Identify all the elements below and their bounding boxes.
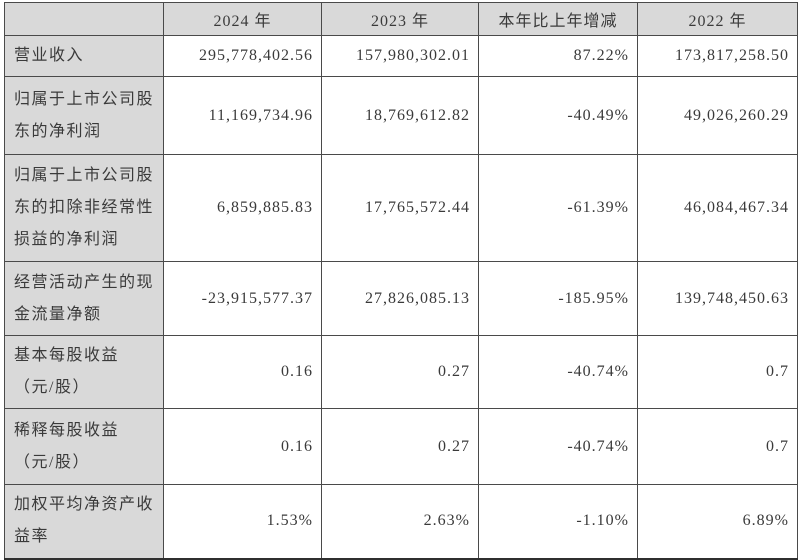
table-row-net-profit-excl-nonrecurring: 归属于上市公司股东的扣除非经常性损益的净利润 6,859,885.83 17,7… [4,154,798,262]
table-cell: -61.39% [478,154,638,262]
row-label-cell: 归属于上市公司股东的净利润 [4,76,164,155]
row-label-cell: 基本每股收益（元/股） [4,335,164,409]
table-cell: 0.16 [163,335,322,409]
table-cell: 157,980,302.01 [321,35,479,77]
header-cell-empty [4,2,164,36]
table-cell: 27,826,085.13 [321,261,479,336]
table-cell: 49,026,260.29 [637,76,798,155]
table-cell: 6,859,885.83 [163,154,322,262]
table-cell: 11,169,734.96 [163,76,322,155]
table-row-basic-eps: 基本每股收益（元/股） 0.16 0.27 -40.74% 0.7 [4,335,798,409]
table-cell: 173,817,258.50 [637,35,798,77]
header-cell-2023: 2023 年 [321,2,479,36]
table-cell: -40.49% [478,76,638,155]
row-label-cell: 经营活动产生的现金流量净额 [4,261,164,336]
table-cell: 18,769,612.82 [321,76,479,155]
table-cell: 6.89% [637,484,798,559]
header-cell-yoy-change: 本年比上年增减 [478,2,638,36]
table-row-revenue: 营业收入 295,778,402.56 157,980,302.01 87.22… [4,35,798,77]
table-row-weighted-avg-roe: 加权平均净资产收益率 1.53% 2.63% -1.10% 6.89% [4,484,798,559]
table-cell: 2.63% [321,484,479,559]
header-row: 2024 年 2023 年 本年比上年增减 2022 年 [4,2,798,36]
table-cell: 139,748,450.63 [637,261,798,336]
row-label-cell: 加权平均净资产收益率 [4,484,164,559]
table-cell: 0.7 [637,408,798,485]
table-cell: -40.74% [478,335,638,409]
row-label-cell: 归属于上市公司股东的扣除非经常性损益的净利润 [4,154,164,262]
table-cell: 17,765,572.44 [321,154,479,262]
table-row-diluted-eps: 稀释每股收益（元/股） 0.16 0.27 -40.74% 0.7 [4,408,798,485]
table-cell: -23,915,577.37 [163,261,322,336]
table-cell: -185.95% [478,261,638,336]
financial-summary-table: 2024 年 2023 年 本年比上年增减 2022 年 营业收入 295,77… [4,2,798,560]
table-cell: 1.53% [163,484,322,559]
table-cell: -1.10% [478,484,638,559]
row-label-cell: 稀释每股收益（元/股） [4,408,164,485]
table-cell: 87.22% [478,35,638,77]
table-cell: 0.7 [637,335,798,409]
row-label-cell: 营业收入 [4,35,164,77]
table-cell: 46,084,467.34 [637,154,798,262]
table-cell: 0.27 [321,408,479,485]
table-row-operating-cash-flow: 经营活动产生的现金流量净额 -23,915,577.37 27,826,085.… [4,261,798,336]
header-cell-2024: 2024 年 [163,2,322,36]
table-row-net-profit: 归属于上市公司股东的净利润 11,169,734.96 18,769,612.8… [4,76,798,155]
table-cell: 0.27 [321,335,479,409]
header-cell-2022: 2022 年 [637,2,798,36]
table-cell: -40.74% [478,408,638,485]
table-cell: 0.16 [163,408,322,485]
financial-summary-table-container: 2024 年 2023 年 本年比上年增减 2022 年 营业收入 295,77… [4,2,798,560]
table-cell: 295,778,402.56 [163,35,322,77]
